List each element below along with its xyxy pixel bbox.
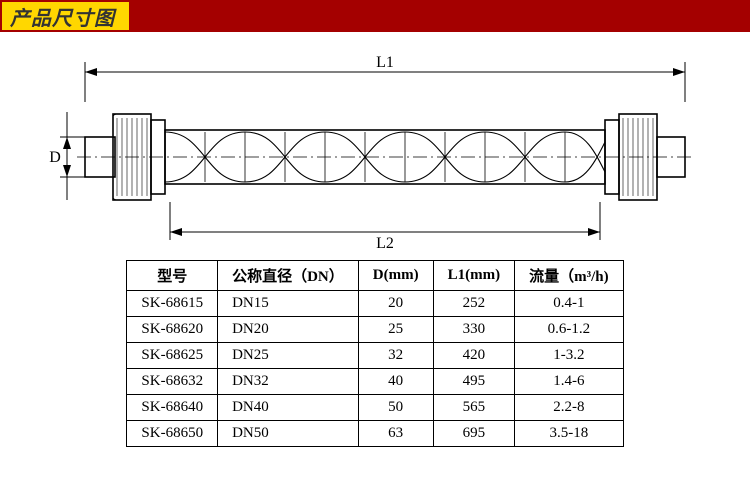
label-l2: L2 xyxy=(376,235,394,252)
label-d: D xyxy=(49,149,61,166)
table-cell: DN15 xyxy=(218,291,359,317)
table-cell: 0.4-1 xyxy=(515,291,624,317)
product-dimension-diagram: L1 L2 xyxy=(25,42,725,262)
table-cell: 695 xyxy=(433,421,515,447)
col-dn: 公称直径（DN） xyxy=(218,261,359,291)
header-inner: 产品尺寸图 xyxy=(2,2,129,30)
table-cell: 3.5-18 xyxy=(515,421,624,447)
table-cell: 1-3.2 xyxy=(515,343,624,369)
table-cell: SK-68650 xyxy=(127,421,218,447)
table-cell: DN50 xyxy=(218,421,359,447)
header-title: 产品尺寸图 xyxy=(10,2,115,31)
table-cell: 63 xyxy=(358,421,433,447)
table-row: SK-68640DN40505652.2-8 xyxy=(127,395,623,421)
table-cell: SK-68615 xyxy=(127,291,218,317)
table-cell: DN32 xyxy=(218,369,359,395)
label-l1: L1 xyxy=(376,54,394,71)
col-d: D(mm) xyxy=(358,261,433,291)
table-cell: SK-68632 xyxy=(127,369,218,395)
col-l1: L1(mm) xyxy=(433,261,515,291)
table-row: SK-68620DN20253300.6-1.2 xyxy=(127,317,623,343)
table-cell: 0.6-1.2 xyxy=(515,317,624,343)
table-cell: 565 xyxy=(433,395,515,421)
table-row: SK-68650DN50636953.5-18 xyxy=(127,421,623,447)
table-cell: 25 xyxy=(358,317,433,343)
header-bar: 产品尺寸图 xyxy=(0,0,750,32)
diagram-container: L1 L2 xyxy=(0,32,750,262)
table-cell: SK-68620 xyxy=(127,317,218,343)
table-cell: 40 xyxy=(358,369,433,395)
table-cell: 330 xyxy=(433,317,515,343)
table-row: SK-68632DN32404951.4-6 xyxy=(127,369,623,395)
table-header-row: 型号 公称直径（DN） D(mm) L1(mm) 流量（m³/h) xyxy=(127,261,623,291)
table-cell: 252 xyxy=(433,291,515,317)
table-cell: DN20 xyxy=(218,317,359,343)
spec-table-container: 型号 公称直径（DN） D(mm) L1(mm) 流量（m³/h) SK-686… xyxy=(0,260,750,447)
table-cell: 20 xyxy=(358,291,433,317)
spec-table: 型号 公称直径（DN） D(mm) L1(mm) 流量（m³/h) SK-686… xyxy=(126,260,623,447)
table-cell: DN25 xyxy=(218,343,359,369)
table-cell: 1.4-6 xyxy=(515,369,624,395)
table-cell: SK-68640 xyxy=(127,395,218,421)
table-cell: 50 xyxy=(358,395,433,421)
table-cell: 420 xyxy=(433,343,515,369)
table-cell: DN40 xyxy=(218,395,359,421)
col-model: 型号 xyxy=(127,261,218,291)
table-body: SK-68615DN15202520.4-1SK-68620DN20253300… xyxy=(127,291,623,447)
table-row: SK-68615DN15202520.4-1 xyxy=(127,291,623,317)
table-cell: SK-68625 xyxy=(127,343,218,369)
table-cell: 32 xyxy=(358,343,433,369)
table-row: SK-68625DN25324201-3.2 xyxy=(127,343,623,369)
table-cell: 495 xyxy=(433,369,515,395)
table-cell: 2.2-8 xyxy=(515,395,624,421)
col-flow: 流量（m³/h) xyxy=(515,261,624,291)
